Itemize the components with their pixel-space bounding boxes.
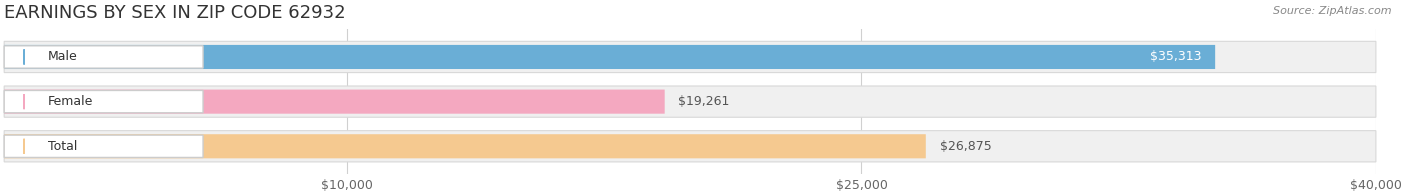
Text: Total: Total [48, 140, 77, 153]
FancyBboxPatch shape [4, 91, 202, 113]
Text: Source: ZipAtlas.com: Source: ZipAtlas.com [1274, 6, 1392, 16]
FancyBboxPatch shape [4, 45, 1215, 69]
FancyBboxPatch shape [4, 41, 1376, 73]
Text: $35,313: $35,313 [1150, 50, 1202, 64]
FancyBboxPatch shape [4, 86, 1376, 117]
FancyBboxPatch shape [4, 46, 202, 68]
Text: $19,261: $19,261 [679, 95, 730, 108]
FancyBboxPatch shape [4, 90, 665, 114]
FancyBboxPatch shape [4, 134, 925, 158]
Text: EARNINGS BY SEX IN ZIP CODE 62932: EARNINGS BY SEX IN ZIP CODE 62932 [4, 4, 346, 22]
Text: Male: Male [48, 50, 77, 64]
Text: Female: Female [48, 95, 93, 108]
FancyBboxPatch shape [4, 131, 1376, 162]
FancyBboxPatch shape [4, 135, 202, 157]
Text: $26,875: $26,875 [939, 140, 991, 153]
